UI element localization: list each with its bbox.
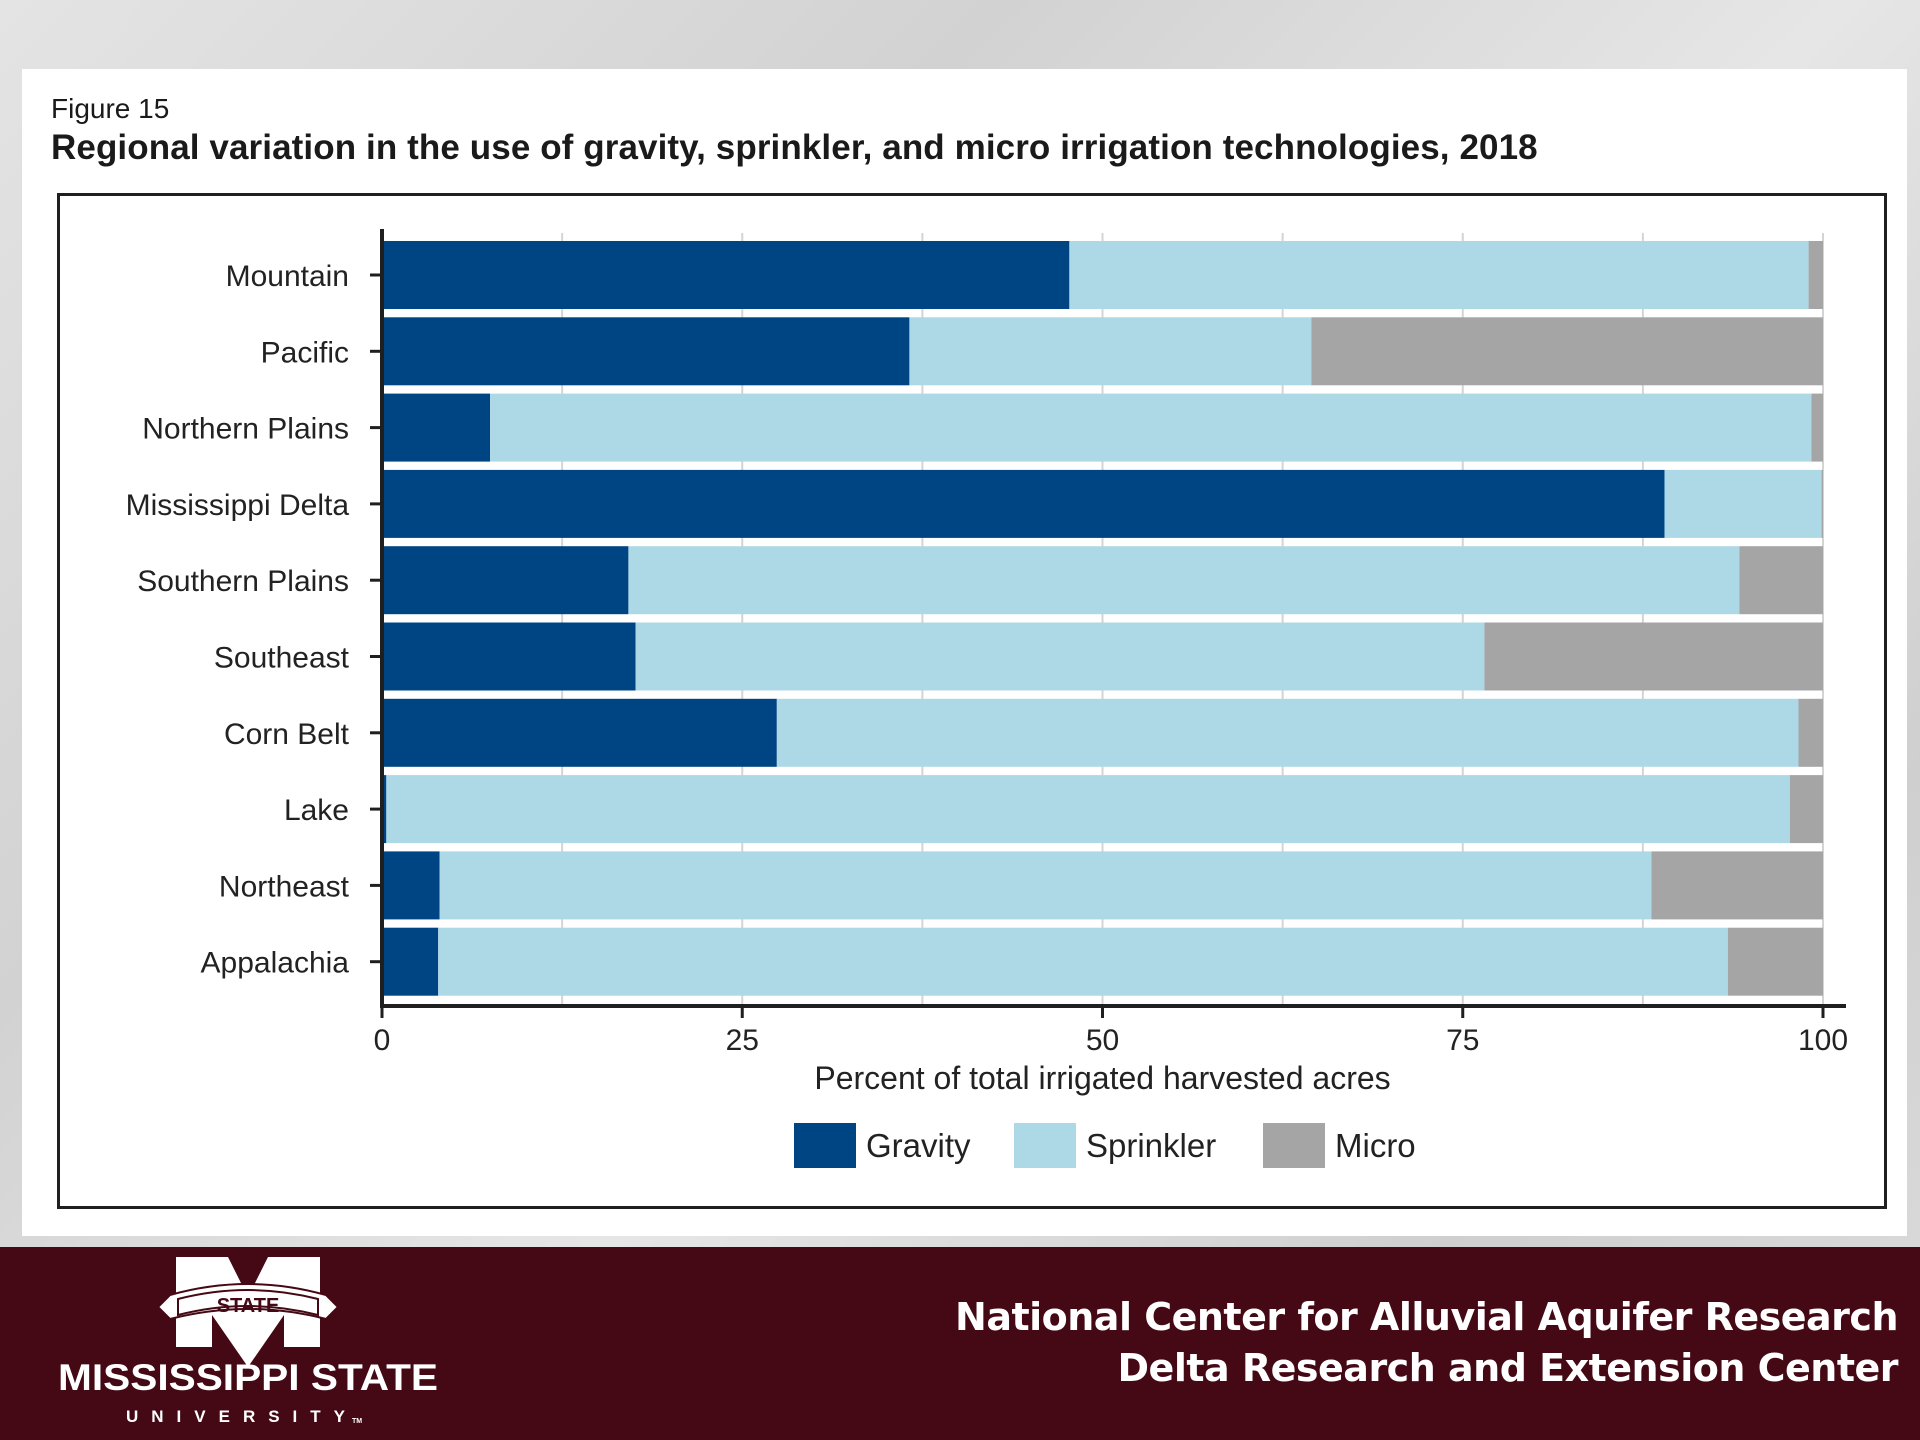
bar-micro	[1651, 851, 1823, 920]
logo-banner-text: STATE	[217, 1295, 280, 1317]
bar-gravity	[382, 469, 1665, 538]
y-tick-label: Appalachia	[201, 947, 350, 980]
msu-logo: STATE MISSISSIPPI STATE UNIVERSITY TM	[58, 1257, 438, 1426]
x-tick-label: 100	[1798, 1024, 1848, 1057]
figure-title: Regional variation in the use of gravity…	[51, 128, 1538, 167]
banner-title-line1: National Center for Alluvial Aquifer Res…	[955, 1295, 1898, 1339]
bar-gravity	[382, 393, 491, 462]
legend-swatch-sprinkler	[1014, 1123, 1076, 1168]
bar-sprinkler	[635, 622, 1485, 691]
bar-gravity	[382, 927, 439, 996]
logo-sub: UNIVERSITY	[126, 1407, 358, 1426]
bar-micro	[1484, 622, 1823, 691]
chart-frame	[57, 193, 1887, 1209]
banner-title-line2: Delta Research and Extension Center	[1117, 1346, 1899, 1390]
bar-micro	[1789, 775, 1823, 844]
x-tick-label: 75	[1446, 1024, 1479, 1057]
bar-micro	[1727, 927, 1823, 996]
bar-sprinkler	[909, 317, 1312, 386]
y-tick-label: Mississippi Delta	[126, 489, 350, 522]
bar-gravity	[382, 775, 387, 844]
figure-label: Figure 15	[51, 93, 170, 124]
bar-sprinkler	[438, 927, 1728, 996]
legend-swatch-gravity	[794, 1123, 856, 1168]
bar-sprinkler	[439, 851, 1652, 920]
legend-label-micro: Micro	[1335, 1127, 1416, 1164]
y-tick-label: Mountain	[226, 260, 349, 293]
x-axis-label: Percent of total irrigated harvested acr…	[814, 1060, 1390, 1096]
logo-tm: TM	[352, 1418, 362, 1425]
legend-label-gravity: Gravity	[866, 1127, 971, 1164]
bar-sprinkler	[628, 546, 1740, 615]
bar-gravity	[382, 698, 777, 767]
bar-gravity	[382, 851, 440, 920]
m-icon: STATE	[156, 1257, 340, 1367]
bar-micro	[1798, 698, 1823, 767]
y-tick-label: Pacific	[261, 336, 349, 369]
bar-gravity	[382, 546, 629, 615]
y-tick-label: Corn Belt	[224, 718, 350, 751]
y-tick-label: Southern Plains	[137, 565, 349, 598]
x-tick-label: 25	[726, 1024, 759, 1057]
y-tick-label: Northern Plains	[142, 413, 349, 446]
bar-gravity	[382, 317, 910, 386]
bar-micro	[1808, 241, 1823, 309]
bar-micro	[1739, 546, 1823, 615]
bar-sprinkler	[490, 393, 1812, 462]
bar-sprinkler	[1664, 469, 1822, 538]
legend-label-sprinkler: Sprinkler	[1086, 1127, 1216, 1164]
x-tick-label: 0	[374, 1024, 391, 1057]
bar-micro	[1811, 393, 1823, 462]
bar-sprinkler	[386, 775, 1790, 844]
bar-gravity	[382, 622, 636, 691]
logo-name: MISSISSIPPI STATE	[58, 1357, 438, 1398]
bar-sprinkler	[1069, 241, 1809, 309]
legend-swatch-micro	[1263, 1123, 1325, 1168]
y-tick-label: Northeast	[219, 870, 350, 903]
bar-gravity	[382, 241, 1070, 309]
x-tick-label: 50	[1086, 1024, 1119, 1057]
bar-micro	[1311, 317, 1823, 386]
y-tick-label: Lake	[284, 794, 349, 827]
y-tick-label: Southeast	[214, 642, 350, 675]
bar-sprinkler	[776, 698, 1799, 767]
bar-micro	[1821, 469, 1823, 538]
